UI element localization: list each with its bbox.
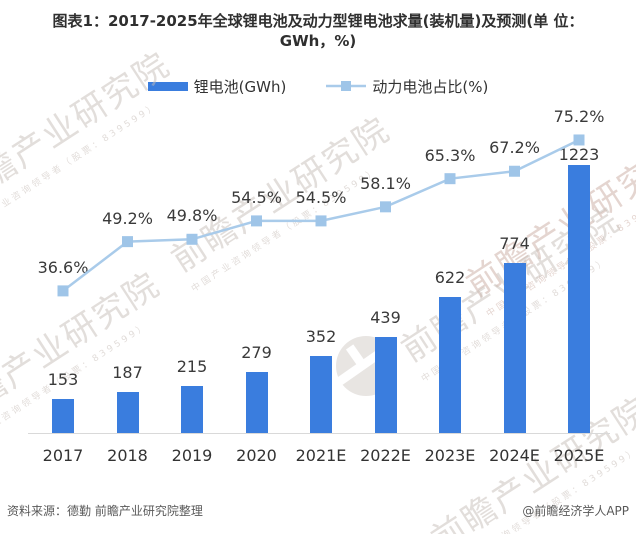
bar [439,297,461,433]
percent-label: 67.2% [489,138,540,158]
line-marker [57,285,69,297]
source-text: 资料来源：德勤 前瞻产业研究院整理 [7,504,203,518]
legend: 锂电池(GWh) 动力电池占比(%) [0,76,636,96]
chart-title: 图表1：2017-2025年全球锂电池及动力型锂电池求量(装机量)及预测(单 位… [28,12,608,51]
x-axis-label: 2023E [424,446,476,465]
bar-value-label: 774 [499,234,530,253]
bar [245,372,268,433]
legend-item-bars: 锂电池(GWh) [147,76,287,97]
line-marker [380,201,391,213]
bar-value-label: 622 [434,268,466,287]
line-marker [509,165,520,177]
credit-text: @前瞻经济学人APP [522,504,629,518]
percent-label: 54.5% [295,187,347,207]
bar-value-label: 1223 [558,145,600,164]
bar [116,392,139,433]
line-series-swatch [326,81,367,91]
x-axis-label: 2017 [42,446,84,465]
bar-series-swatch [147,81,188,91]
percent-label: 65.3% [424,145,476,165]
percent-label: 54.5% [231,187,282,207]
footer: 资料来源：德勤 前瞻产业研究院整理 @前瞻经济学人APP [7,502,629,519]
x-axis-label: 2021E [295,446,347,465]
legend-item-line: 动力电池占比(%) [326,76,488,97]
bar-value-label: 439 [370,308,401,327]
percent-label: 49.8% [166,206,218,226]
percent-label: 49.2% [102,208,153,228]
bar-value-label: 279 [241,343,272,362]
line-marker [122,236,133,248]
bar [52,399,74,433]
chart-title-line2: GWh，%) [279,31,357,50]
bar-value-label: 215 [176,357,208,376]
line-marker [315,215,327,227]
x-axis-label: 2019 [171,446,213,465]
x-axis-label: 2018 [107,446,148,465]
bar [310,356,332,433]
line-marker [186,233,198,245]
chart-title-line1: 图表1：2017-2025年全球锂电池及动力型锂电池求量(装机量)及预测(单 位… [52,12,584,30]
bar-value-label: 153 [47,370,79,389]
legend-label-line: 动力电池占比(%) [372,77,489,96]
bar-value-label: 352 [305,327,337,346]
x-axis-label: 2024E [489,446,540,465]
bar [503,263,526,433]
percent-label: 58.1% [360,173,411,193]
line-marker [573,134,585,146]
x-axis-label: 2025E [553,446,605,465]
x-axis-label: 2020 [236,446,277,465]
percent-label: 36.6% [37,257,89,277]
percent-label: 75.2% [553,106,605,126]
bar-value-label: 187 [112,363,143,382]
legend-label-bars: 锂电池(GWh) [193,77,287,96]
x-axis-line [28,433,610,434]
bar [568,165,590,433]
line-marker [251,215,262,227]
x-axis-label: 2022E [360,446,411,465]
bar [181,386,203,433]
line-marker [444,173,456,185]
